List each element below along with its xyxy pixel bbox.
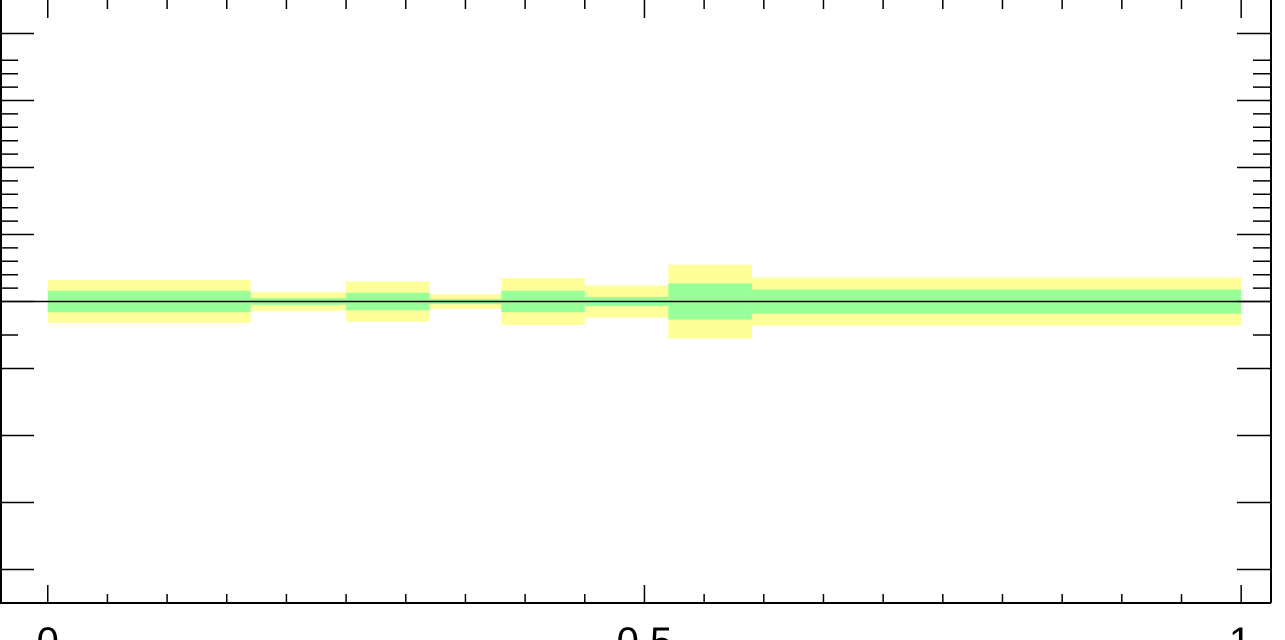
x-tick-labels: 00.51 — [37, 620, 1252, 640]
tick-marks — [0, 0, 1271, 603]
x-tick-label-0: 0 — [37, 620, 59, 640]
x-tick-label-2: 1 — [1229, 620, 1251, 640]
x-tick-label-1: 0.5 — [617, 620, 673, 640]
